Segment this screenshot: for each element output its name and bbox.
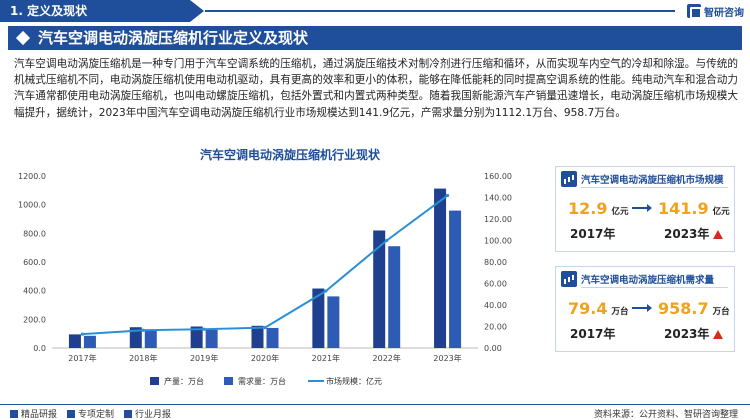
- y-right-tick-label: 140.00: [484, 194, 512, 203]
- to-value: 958.7 万台: [658, 299, 730, 318]
- chart-title: 汽车空调电动涡旋压缩机行业现状: [199, 148, 380, 162]
- bar-demand: [388, 246, 401, 348]
- from-value: 79.4 万台: [568, 299, 629, 318]
- logo: 智研咨询: [687, 3, 744, 19]
- to-year: 2023年: [664, 225, 724, 242]
- top-bar: 1. 定义及现状 智研咨询: [0, 0, 750, 22]
- source-note: 资料来源：公开资料、智研咨询整理: [593, 410, 738, 420]
- demand-card: 汽车空调电动涡旋压缩机需求量 79.4 万台 958.7 万台 2017年 2023…: [555, 266, 735, 352]
- legend-swatch: [224, 377, 233, 385]
- bar-production: [68, 334, 81, 348]
- footer-links: 精品研报 专项定制 行业月报: [10, 407, 171, 420]
- footer: 精品研报 专项定制 行业月报 资料来源：公开资料、智研咨询整理: [0, 404, 750, 420]
- y-left-tick-label: 400.0: [23, 287, 46, 296]
- bar-production: [129, 327, 142, 348]
- page-title: 汽车空调电动涡旋压缩机行业定义及现状: [38, 29, 309, 47]
- y-right-tick-label: 60.00: [484, 280, 507, 289]
- chart-icon: [561, 271, 577, 287]
- footer-item[interactable]: 行业月报: [124, 407, 171, 420]
- market-size-point: [324, 289, 328, 293]
- bar-production: [251, 325, 264, 348]
- bar-production: [312, 288, 325, 348]
- x-tick-label: 2019年: [190, 353, 218, 363]
- up-arrow-icon: [713, 330, 724, 339]
- x-tick-label: 2022年: [373, 353, 401, 363]
- bar-production: [190, 326, 203, 348]
- to-year: 2023年: [664, 325, 724, 342]
- legend-swatch: [150, 377, 159, 385]
- bar-demand: [327, 296, 340, 348]
- from-year: 2017年: [570, 227, 616, 241]
- market-size-point: [445, 193, 450, 198]
- bar-demand: [266, 327, 279, 348]
- y-right-tick-label: 160.00: [484, 172, 512, 181]
- logo-text: 智研咨询: [704, 7, 744, 19]
- logo-icon: [687, 4, 702, 19]
- x-tick-label: 2017年: [68, 353, 96, 363]
- card-divider: [581, 187, 728, 188]
- from-year: 2017年: [570, 327, 616, 341]
- y-right-tick-label: 0.00: [484, 344, 502, 353]
- y-left-tick-label: 1000.0: [18, 201, 46, 210]
- title-band: 汽车空调电动涡旋压缩机行业定义及现状: [8, 26, 742, 50]
- x-tick-label: 2018年: [129, 353, 157, 363]
- bar-demand: [83, 335, 96, 348]
- footer-item[interactable]: 精品研报: [10, 407, 57, 420]
- market-size-point: [263, 325, 267, 330]
- header-rule: [205, 10, 675, 12]
- card-label: 汽车空调电动涡旋压缩机市场规模: [581, 175, 724, 186]
- legend-label: 产量：万台: [164, 376, 204, 386]
- up-arrow-icon: [713, 230, 724, 239]
- card-divider: [581, 287, 728, 288]
- bar-demand: [144, 329, 157, 348]
- industry-chart: 0.0 200.0 400.0 600.0 800.0 1000.0 1200.0 0.00 2…: [18, 172, 512, 386]
- bar-production: [434, 188, 447, 348]
- footer-item[interactable]: 专项定制: [67, 407, 114, 420]
- x-tick-label: 2020年: [251, 353, 279, 363]
- section-label: 1. 定义及现状: [0, 0, 204, 22]
- card-header: 汽车空调电动涡旋压缩机需求量: [556, 267, 734, 291]
- chart-icon: [561, 171, 577, 187]
- y-left-tick-label: 800.0: [23, 229, 46, 238]
- market-size-point: [141, 328, 145, 332]
- y-left-tick-label: 600.0: [23, 258, 46, 267]
- right-arrow-icon: [632, 304, 652, 312]
- y-left-tick-label: 200.0: [23, 315, 46, 324]
- legend-label: 市场规模：亿元: [326, 376, 382, 386]
- market-size-card: 汽车空调电动涡旋压缩机市场规模 12.9 亿元 141.9 亿元 2017年 202…: [555, 166, 735, 252]
- y-right-tick-label: 40.00: [484, 301, 507, 310]
- y-left-tick-label: 1200.0: [18, 172, 46, 181]
- x-tick-label: 2021年: [312, 353, 340, 363]
- x-tick-label: 2023年: [433, 353, 461, 363]
- y-right-tick-label: 80.00: [484, 258, 507, 267]
- to-value: 141.9 亿元: [658, 199, 730, 218]
- legend-label: 需求量：万台: [238, 376, 286, 386]
- bar-production: [373, 230, 386, 348]
- y-right-tick-label: 20.00: [484, 323, 507, 332]
- y-left-tick-label: 0.0: [33, 344, 46, 353]
- intro-paragraph: 汽车空调电动涡旋压缩机是一种专门用于汽车空调系统的压缩机，通过涡旋压缩技术对制冷…: [14, 58, 738, 119]
- diamond-icon: [15, 30, 31, 46]
- y-right-tick-label: 100.00: [484, 237, 512, 246]
- y-right-tick-label: 120.00: [484, 215, 512, 224]
- from-value: 12.9 亿元: [568, 199, 629, 218]
- bar-demand: [449, 210, 462, 348]
- right-arrow-icon: [632, 204, 652, 212]
- market-size-point: [202, 327, 206, 331]
- card-header: 汽车空调电动涡旋压缩机市场规模: [556, 167, 734, 191]
- card-label: 汽车空调电动涡旋压缩机需求量: [581, 275, 715, 286]
- market-size-point: [80, 332, 85, 336]
- market-size-point: [385, 238, 389, 243]
- bar-demand: [205, 329, 218, 348]
